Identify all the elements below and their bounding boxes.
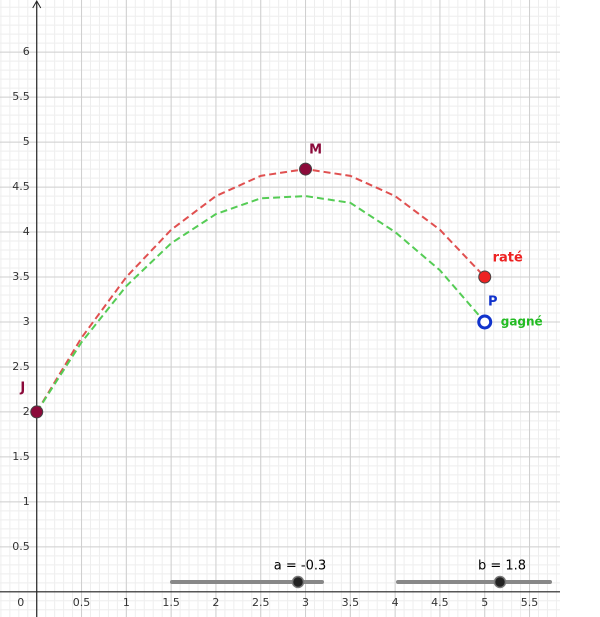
point-label: P bbox=[488, 294, 498, 309]
y-tick-label: 1.5 bbox=[12, 450, 30, 463]
y-tick-label: 4 bbox=[23, 225, 30, 238]
annotation: gagné bbox=[501, 314, 543, 328]
y-tick-label: 2 bbox=[23, 405, 30, 418]
slider-label: a = -0.3 bbox=[274, 559, 327, 574]
x-tick-label: 0 bbox=[17, 596, 24, 609]
x-tick-label: 3.5 bbox=[342, 596, 360, 609]
x-tick-label: 4.5 bbox=[431, 596, 449, 609]
point-label: J bbox=[19, 380, 25, 395]
y-tick-label: 1 bbox=[23, 495, 30, 508]
slider-label: b = 1.8 bbox=[478, 559, 526, 574]
y-tick-label: 6 bbox=[23, 45, 30, 58]
y-tick-label: 0.5 bbox=[12, 540, 30, 553]
x-tick-label: 5 bbox=[481, 596, 488, 609]
x-tick-label: 5.5 bbox=[521, 596, 539, 609]
slider-knob[interactable] bbox=[493, 575, 507, 589]
y-tick-label: 3 bbox=[23, 315, 30, 328]
y-tick-label: 2.5 bbox=[12, 360, 30, 373]
x-tick-label: 1 bbox=[123, 596, 130, 609]
point bbox=[477, 314, 493, 330]
y-tick-label: 5.5 bbox=[12, 90, 30, 103]
slider-knob[interactable] bbox=[291, 575, 305, 589]
x-tick-label: 0.5 bbox=[73, 596, 91, 609]
x-tick-label: 1.5 bbox=[162, 596, 180, 609]
y-tick-label: 3.5 bbox=[12, 270, 30, 283]
x-tick-label: 3 bbox=[302, 596, 309, 609]
point-label: raté bbox=[493, 251, 523, 266]
x-tick-label: 4 bbox=[392, 596, 399, 609]
y-tick-label: 4.5 bbox=[12, 180, 30, 193]
point bbox=[299, 162, 313, 176]
point bbox=[30, 405, 44, 419]
point bbox=[478, 270, 492, 284]
x-tick-label: 2.5 bbox=[252, 596, 270, 609]
y-tick-label: 5 bbox=[23, 135, 30, 148]
x-tick-label: 2 bbox=[212, 596, 219, 609]
curve bbox=[35, 168, 486, 413]
point-label: M bbox=[309, 143, 322, 158]
axis-arrow bbox=[32, 0, 42, 9]
